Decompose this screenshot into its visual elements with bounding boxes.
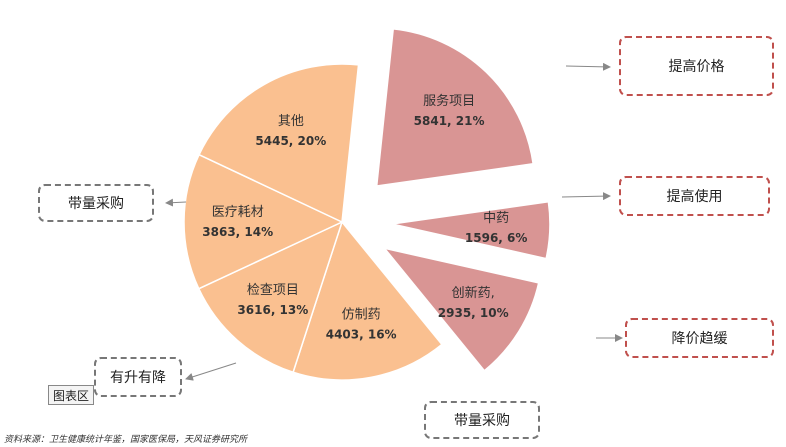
callout-bulk-purchase-bottom-text: 带量采购 (454, 413, 510, 429)
callout-raise-use: 提高使用 (619, 176, 770, 216)
slice-value-3: 4403, 16% (326, 328, 397, 342)
pie-slice-1 (391, 200, 551, 260)
slice-label-6: 其他 (278, 114, 304, 129)
slice-value-6: 5445, 20% (255, 134, 326, 148)
pie-slice-2 (382, 247, 540, 372)
pie-slice-3 (292, 220, 443, 381)
callout-raise-price-text: 提高价格 (668, 59, 725, 75)
pie-slice-6 (198, 63, 360, 224)
slice-label-4: 检查项目 (247, 283, 299, 298)
slice-value-5: 3863, 14% (202, 225, 273, 239)
callout-price-slowdown: 降价趋缓 (625, 318, 774, 358)
callout-raise-price: 提高价格 (619, 36, 774, 96)
source-note: 资料来源：卫生健康统计年鉴，国家医保局，天风证券研究所 (4, 435, 248, 445)
callout-up-and-down: 有升有降 (94, 357, 182, 397)
slice-value-2: 2935, 10% (438, 306, 509, 320)
slice-label-0: 服务项目 (423, 93, 475, 109)
callout-bulk-purchase-left: 带量采购 (38, 184, 154, 222)
arrow-up-and-down (185, 362, 237, 381)
arrow-raise-use (561, 192, 611, 201)
slice-value-4: 3616, 13% (237, 303, 308, 317)
arrow-raise-price (565, 62, 611, 71)
chart-area-tag: 图表区 (48, 385, 94, 405)
slice-label-1: 中药 (483, 211, 509, 226)
slice-value-0: 5841, 21% (414, 114, 485, 128)
slice-label-3: 仿制药 (342, 308, 381, 323)
slice-label-5: 医疗耗材 (212, 205, 264, 220)
slice-label-2: 创新药, (452, 285, 495, 301)
pie-slice-5 (183, 153, 344, 290)
callout-raise-use-text: 提高使用 (666, 189, 723, 205)
pie-slice-0 (375, 28, 534, 187)
callout-price-slowdown-text: 降价趋缓 (671, 331, 728, 347)
pie-slice-4 (197, 220, 344, 374)
callout-bulk-purchase-bottom: 带量采购 (424, 401, 540, 439)
callout-bulk-purchase-left-text: 带量采购 (68, 196, 124, 212)
callout-up-and-down-text: 有升有降 (110, 370, 166, 386)
slice-value-1: 1596, 6% (465, 231, 528, 245)
arrow-bulk-purchase-left (165, 198, 187, 207)
